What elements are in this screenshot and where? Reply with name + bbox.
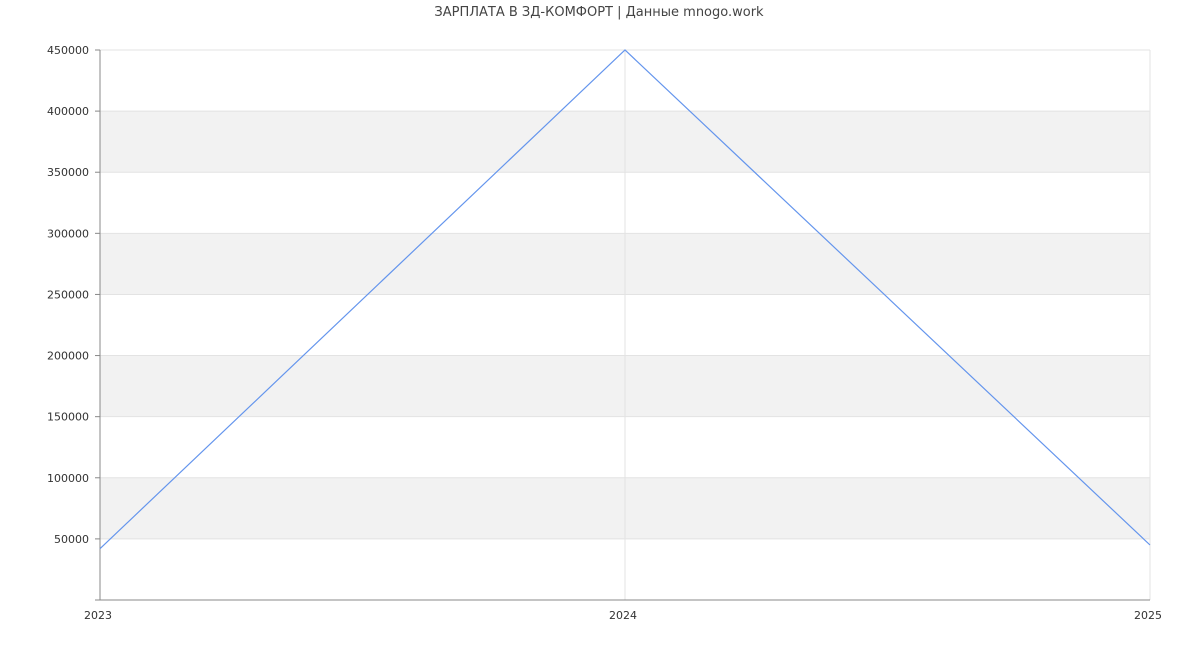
x-tick-label: 2025 bbox=[1134, 609, 1162, 622]
y-tick-labels: 50000 100000 150000 200000 250000 300000 35000… bbox=[47, 44, 89, 546]
y-tick-label: 300000 bbox=[47, 227, 89, 240]
x-tick-label: 2024 bbox=[609, 609, 637, 622]
y-tick-label: 400000 bbox=[47, 105, 89, 118]
y-tick-label: 450000 bbox=[47, 44, 89, 57]
y-tick-label: 100000 bbox=[47, 472, 89, 485]
y-tick-label: 350000 bbox=[47, 166, 89, 179]
y-tick-label: 200000 bbox=[47, 350, 89, 363]
salary-series-line bbox=[99, 49, 1151, 550]
x-tick-labels: 2023 2024 2025 bbox=[84, 609, 1162, 622]
gridlines bbox=[100, 49, 1151, 600]
x-tick-label: 2023 bbox=[84, 609, 112, 622]
series-group bbox=[99, 49, 1151, 550]
y-tick-label: 150000 bbox=[47, 411, 89, 424]
y-tick-label: 50000 bbox=[54, 533, 89, 546]
chart-title: ЗАРПЛАТА В ЗД-КОМФОРТ | Данные mnogo.wor… bbox=[434, 5, 764, 20]
axes bbox=[95, 49, 1150, 601]
y-tick-label: 250000 bbox=[47, 288, 89, 301]
